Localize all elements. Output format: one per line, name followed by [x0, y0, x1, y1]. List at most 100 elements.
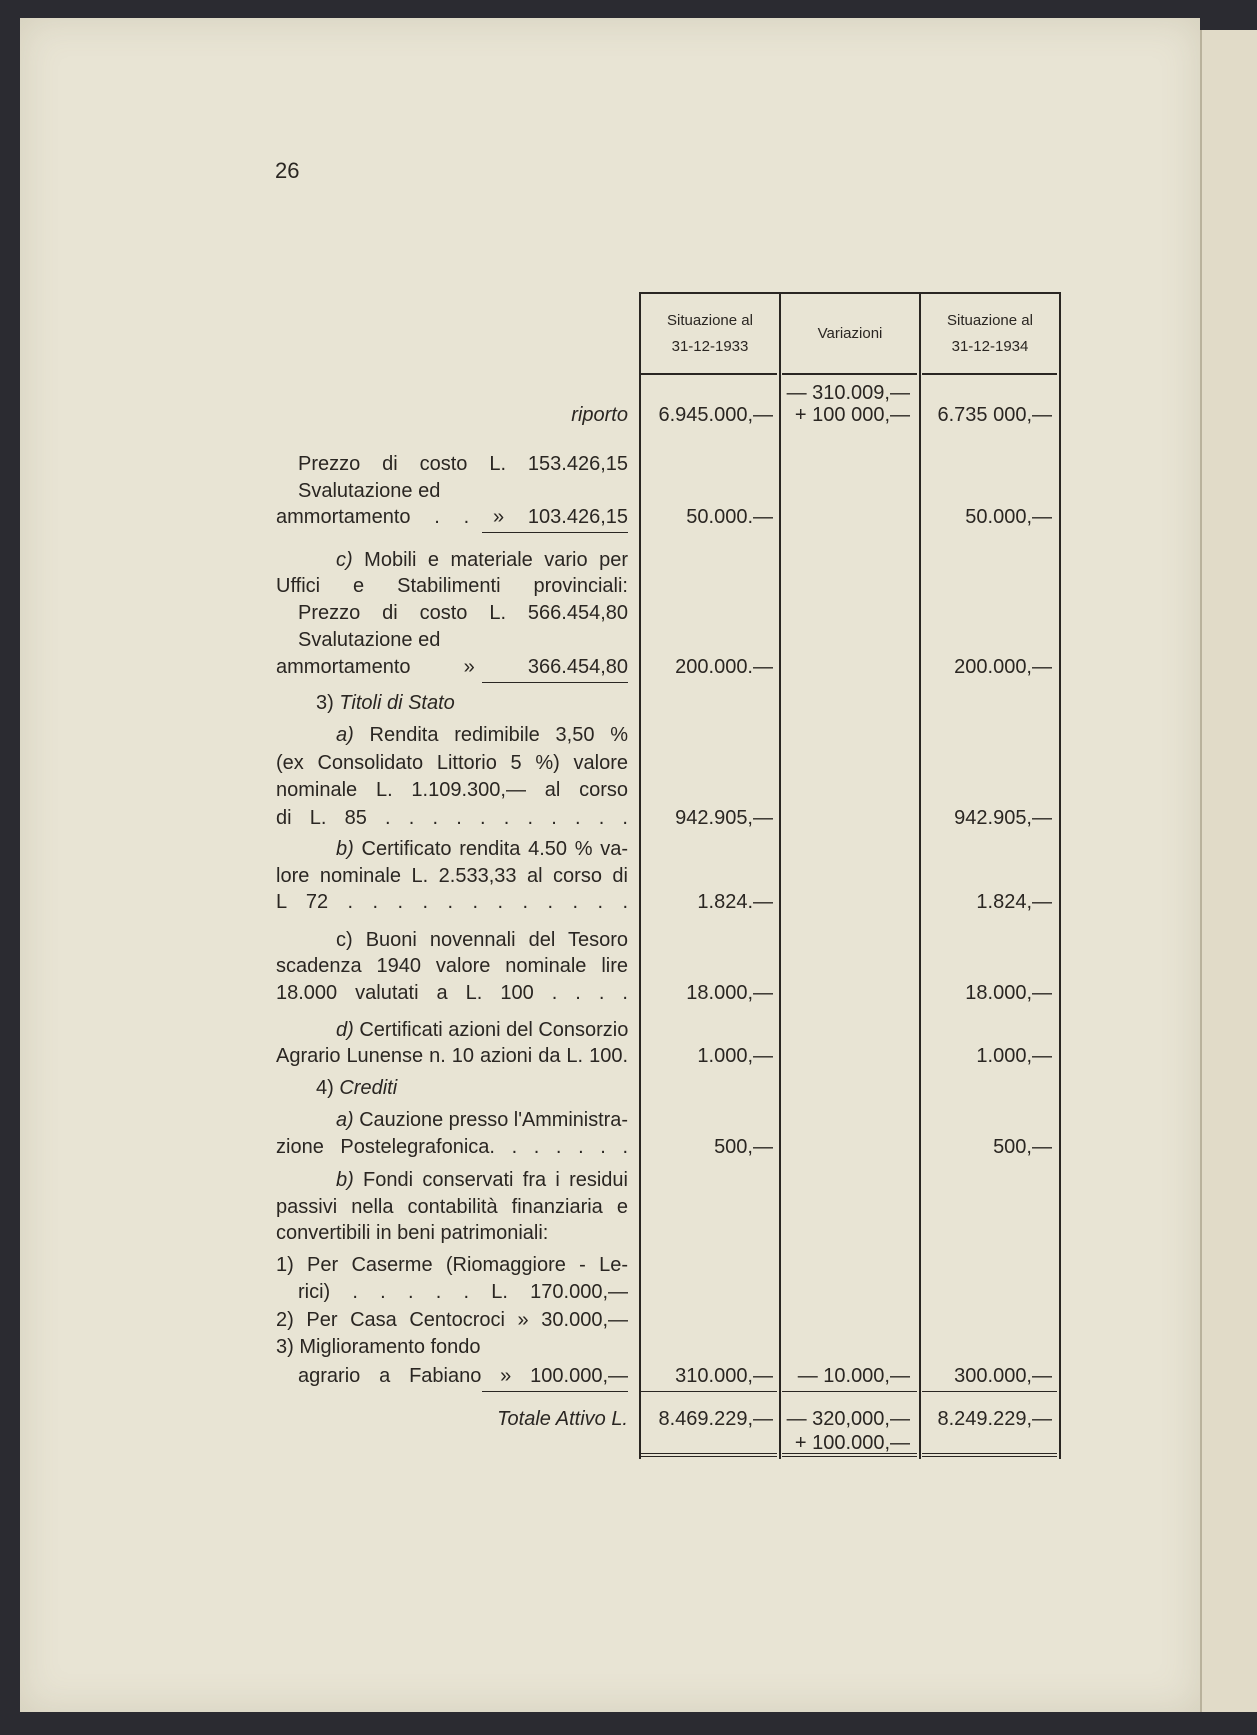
entry-label: 3) Miglioramento fondo	[276, 1336, 481, 1358]
amount-1933: 8.469.229,—	[658, 1408, 773, 1430]
column-rule	[779, 293, 781, 1459]
entry-text: c) Buoni novennali del Tesoro	[336, 928, 628, 952]
amount-1934: 1.824,—	[976, 891, 1052, 913]
header-line: 31-12-1934	[951, 338, 1029, 355]
entry-label: (ex Consolidato Littorio 5 %) valore	[276, 752, 628, 774]
entry-text: 1) Per Caserme (Riomaggiore - Le-	[276, 1253, 628, 1277]
entry-text: ammortamento » 366.454,80	[276, 655, 628, 679]
amount-1933: 1.000,—	[697, 1045, 773, 1067]
amount-1934: 200.000,—	[954, 656, 1052, 678]
header-rule	[922, 373, 1057, 375]
variation-amount: — 320,000,—	[786, 1408, 910, 1430]
amount-1934: 50.000,—	[965, 506, 1052, 528]
entry-label: 1) Per Caserme (Riomaggiore - Le-	[276, 1254, 628, 1276]
amount-1934: 300.000,—	[954, 1365, 1052, 1387]
variation-amount: + 100.000,—	[794, 1432, 910, 1454]
column-rule	[1059, 293, 1061, 1459]
variation-amount: + 100 000,—	[794, 404, 910, 426]
amount-1934: 6.735 000,—	[937, 404, 1052, 426]
entry-text: Agrario Lunense n. 10 azioni da L. 100.	[276, 1044, 628, 1068]
entry-text: ammortamento . . » 103.426,15	[276, 505, 628, 529]
variation-amount: — 310.009,—	[786, 382, 910, 404]
entry-text: Totale Attivo L.	[276, 1407, 628, 1431]
item-marker: b)	[336, 838, 354, 860]
header-variazioni: Variazioni	[781, 321, 919, 347]
amount-1934: 942.905,—	[954, 807, 1052, 829]
header-rule	[782, 373, 917, 375]
entry-label: Prezzo di costo L. 153.426,15	[298, 453, 628, 475]
entry-label: 2) Per Casa Centocroci » 30.000,—	[276, 1309, 628, 1331]
entry-text: nominale L. 1.109.300,— al corso	[276, 778, 628, 802]
total-double-rule	[641, 1453, 777, 1454]
header-rule	[641, 373, 777, 375]
entry-label: L 72 . . . . . . . . . . . .	[276, 891, 628, 913]
entry-label: rici) . . . . . L. 170.000,—	[298, 1281, 628, 1303]
header-line: Situazione al	[947, 312, 1033, 329]
entry-label: lore nominale L. 2.533,33 al corso di	[276, 865, 628, 887]
entry-text: a) Rendita redimibile 3,50 %	[336, 723, 628, 747]
subtotal-underline	[482, 682, 628, 683]
column-rule	[639, 293, 641, 1459]
page-number: 26	[275, 158, 300, 183]
entry-label: c) Buoni novennali del Tesoro	[336, 929, 628, 951]
entry-text: 18.000 valutati a L. 100 . . . .	[276, 981, 628, 1005]
entry-label: 4)	[316, 1077, 340, 1099]
entry-label: passivi nella contabilità finanziaria e	[276, 1196, 628, 1218]
amount-1934: 8.249.229,—	[937, 1408, 1052, 1430]
column-rule	[919, 293, 921, 1459]
amount-1933: 1.824.—	[697, 891, 773, 913]
entry-label: Fondi conservati fra i residui	[353, 1169, 628, 1191]
entry-label: Mobili e materiale vario per	[352, 549, 628, 571]
variation-amount: — 10.000,—	[797, 1365, 910, 1387]
entry-label: Prezzo di costo L. 566.454,80	[298, 602, 628, 624]
entry-text: passivi nella contabilità finanziaria e	[276, 1195, 628, 1219]
entry-label: Totale Attivo L.	[497, 1408, 628, 1430]
entry-label: ammortamento . . » 103.426,15	[276, 506, 628, 528]
total-double-rule	[782, 1453, 917, 1454]
entry-text: rici) . . . . . L. 170.000,—	[298, 1280, 628, 1304]
row-underline	[782, 1391, 917, 1392]
entry-label: Svalutazione ed	[298, 629, 441, 651]
entry-text: scadenza 1940 valore nominale lire	[276, 954, 628, 978]
amount-1933: 310.000,—	[675, 1365, 773, 1387]
amount-1933: 6.945.000,—	[658, 404, 773, 426]
item-marker: a)	[336, 724, 354, 746]
subtotal-underline	[482, 1391, 628, 1392]
entry-text: riporto	[276, 403, 628, 427]
entry-label: ammortamento » 366.454,80	[276, 656, 628, 678]
entry-text: Svalutazione ed	[298, 628, 628, 652]
entry-text: b) Fondi conservati fra i residui	[336, 1168, 628, 1192]
entry-text: Uffici e Stabilimenti provinciali:	[276, 574, 628, 598]
entry-text: a) Cauzione presso l'Amministra-	[336, 1108, 628, 1132]
entry-text: 2) Per Casa Centocroci » 30.000,—	[276, 1308, 628, 1332]
subtotal-underline	[482, 532, 628, 533]
row-underline	[922, 1391, 1057, 1392]
entry-label: Certificati azioni del Consorzio	[353, 1019, 629, 1041]
header-line: Variazioni	[817, 325, 883, 342]
amount-1933: 500,—	[714, 1136, 773, 1158]
entry-text: Prezzo di costo L. 566.454,80	[298, 601, 628, 625]
entry-label: 18.000 valutati a L. 100 . . . .	[276, 982, 628, 1004]
entry-text: agrario a Fabiano » 100.000,—	[298, 1364, 628, 1388]
item-marker: c)	[336, 549, 353, 571]
entry-text: Svalutazione ed	[298, 479, 628, 503]
entry-label: nominale L. 1.109.300,— al corso	[276, 779, 628, 801]
amount-1934: 1.000,—	[976, 1045, 1052, 1067]
entry-text: b) Certificato rendita 4.50 % va-	[336, 837, 628, 861]
entry-label: Svalutazione ed	[298, 480, 441, 502]
amount-1933: 50.000.—	[686, 506, 773, 528]
header-line: 31-12-1933	[671, 338, 749, 355]
entry-text: zione Postelegrafonica. . . . . . .	[276, 1135, 628, 1159]
entry-text: 4) Crediti	[316, 1076, 628, 1100]
amount-1934: 500,—	[993, 1136, 1052, 1158]
section-title: Titoli di Stato	[339, 692, 455, 714]
entry-text: (ex Consolidato Littorio 5 %) valore	[276, 751, 628, 775]
entry-text: 3) Titoli di Stato	[316, 691, 628, 715]
entry-label: di L. 85 . . . . . . . . . . .	[276, 807, 628, 829]
header-situazione-1934: Situazione al 31-12-1934	[921, 308, 1059, 360]
document-page	[20, 18, 1200, 1712]
entry-label: Agrario Lunense n. 10 azioni da L. 100.	[276, 1045, 628, 1067]
header-line: Situazione al	[667, 312, 753, 329]
entry-label: zione Postelegrafonica. . . . . . .	[276, 1136, 628, 1158]
entry-text: 3) Miglioramento fondo	[276, 1335, 628, 1359]
